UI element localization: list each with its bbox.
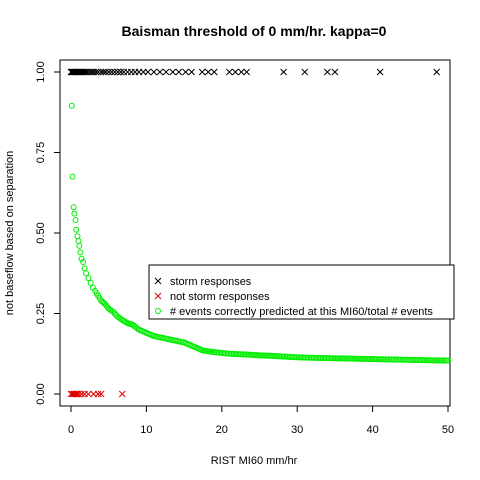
data-point — [78, 250, 83, 255]
series-0 — [68, 69, 440, 75]
legend: storm responses not storm responses # even… — [149, 265, 454, 319]
data-point — [244, 69, 250, 75]
data-point — [302, 69, 308, 75]
data-point — [98, 391, 104, 397]
data-point — [74, 227, 79, 232]
y-tick-label: 0.75 — [35, 142, 47, 163]
y-axis-label: not baseflow based on separation — [4, 151, 16, 316]
x-axis: 0 10 20 30 40 50 — [68, 406, 454, 436]
data-point — [73, 218, 78, 223]
data-point — [226, 69, 232, 75]
data-point — [112, 69, 118, 75]
data-point — [145, 69, 151, 75]
y-tick-label: 0.00 — [35, 383, 47, 404]
data-point — [211, 69, 217, 75]
data-point — [95, 391, 101, 397]
data-point — [199, 69, 205, 75]
data-point — [75, 234, 80, 239]
data-point — [183, 69, 189, 75]
data-point — [69, 103, 74, 108]
data-point — [238, 69, 244, 75]
chart-title: Baisman threshold of 0 mm/hr. kappa=0 — [122, 23, 387, 39]
data-point — [332, 69, 338, 75]
legend-entry: storm responses — [170, 276, 252, 288]
series-1 — [68, 391, 125, 397]
data-point — [72, 211, 77, 216]
x-tick-label: 30 — [291, 424, 303, 436]
data-point — [70, 174, 75, 179]
data-point — [324, 69, 330, 75]
y-tick-label: 0.50 — [35, 222, 47, 243]
data-point — [170, 69, 176, 75]
y-tick-label: 1.00 — [35, 61, 47, 82]
data-point — [377, 69, 383, 75]
series-2 — [69, 103, 450, 363]
legend-entry: # events correctly predicted at this MI6… — [170, 306, 433, 318]
data-point — [189, 69, 195, 75]
data-point — [115, 69, 121, 75]
x-tick-label: 10 — [140, 424, 152, 436]
data-point — [76, 239, 81, 244]
data-point — [86, 276, 91, 281]
x-tick-label: 50 — [442, 424, 454, 436]
x-axis-label: RIST MI60 mm/hr — [211, 455, 298, 467]
x-tick-label: 40 — [366, 424, 378, 436]
legend-entry: not storm responses — [170, 291, 270, 303]
data-point — [77, 243, 82, 248]
data-series — [68, 69, 451, 397]
y-axis: 0.00 0.25 0.50 0.75 1.00 — [35, 61, 60, 404]
data-point — [157, 69, 163, 75]
x-tick-label: 0 — [68, 424, 74, 436]
data-point — [71, 205, 76, 210]
data-point — [79, 391, 85, 397]
data-point — [118, 69, 124, 75]
data-point — [205, 69, 211, 75]
data-point — [106, 69, 112, 75]
data-point — [176, 69, 182, 75]
y-tick-label: 0.25 — [35, 303, 47, 324]
data-point — [232, 69, 238, 75]
data-point — [281, 69, 287, 75]
data-point — [109, 69, 115, 75]
plot-frame — [60, 60, 450, 406]
data-point — [84, 271, 89, 276]
data-point — [119, 391, 125, 397]
data-point — [82, 266, 87, 271]
data-point — [85, 391, 91, 397]
data-point — [434, 69, 440, 75]
data-point — [88, 280, 93, 285]
data-point — [163, 69, 169, 75]
data-point — [151, 69, 157, 75]
x-tick-label: 20 — [216, 424, 228, 436]
